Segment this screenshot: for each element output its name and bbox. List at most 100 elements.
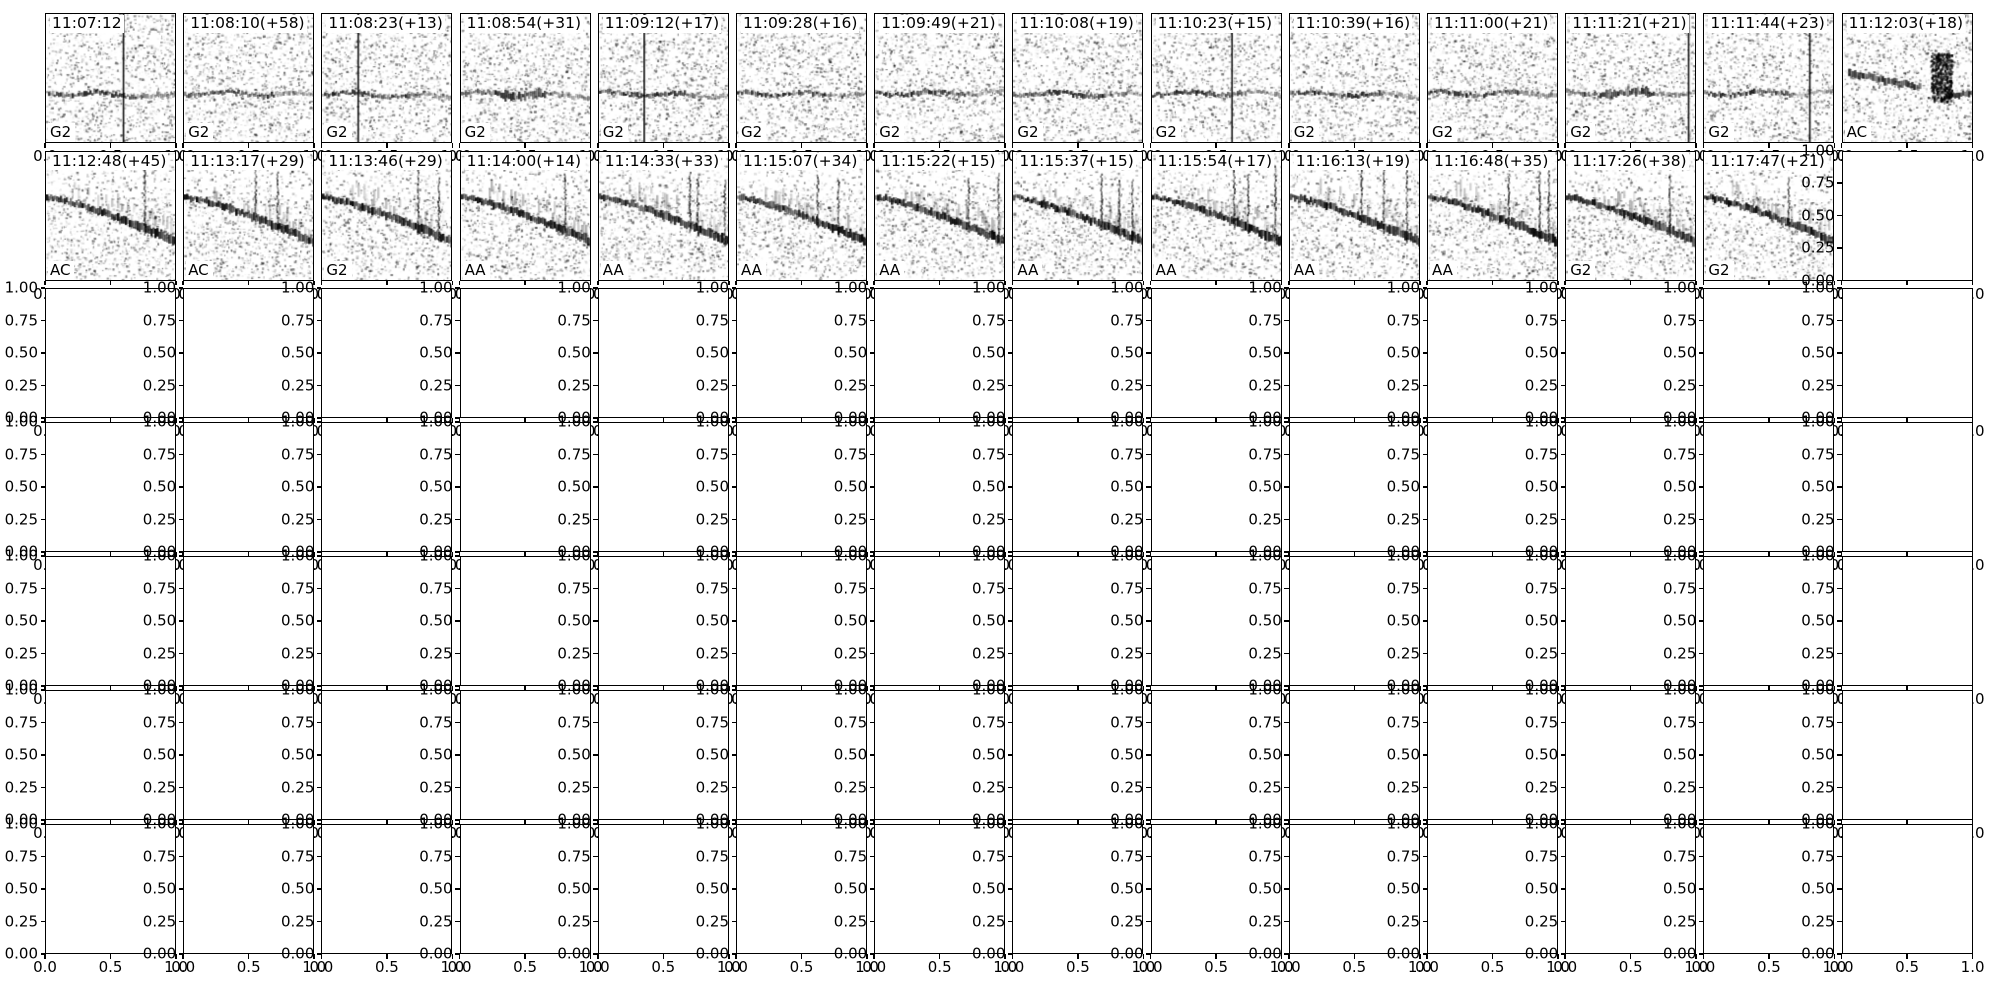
y-tick-mark	[869, 417, 875, 419]
x-tick-mark	[1142, 686, 1145, 691]
y-tick-label: 0.50	[1386, 611, 1420, 630]
y-tick-label: 0.00	[1386, 676, 1420, 695]
x-tick-mark	[1280, 954, 1283, 959]
y-tick-mark	[869, 620, 875, 622]
x-tick-mark	[589, 280, 592, 285]
y-tick-label: 0.75	[280, 713, 315, 731]
y-tick-mark	[1284, 287, 1289, 289]
y-tick-mark	[1284, 486, 1289, 488]
x-tick-mark	[1142, 954, 1145, 959]
empty-plot-panel	[597, 556, 729, 686]
spectrogram-panel: 11:16:48(+35) AA	[1427, 150, 1558, 281]
empty-plot-panel	[1703, 556, 1835, 686]
x-tick-mark	[589, 820, 592, 825]
spectrogram-image	[1704, 14, 1834, 142]
detection-time-label: 11:07:12	[50, 14, 124, 33]
empty-plot-panel	[1150, 824, 1282, 954]
x-tick-mark	[1695, 686, 1697, 691]
y-tick-label: 0.00	[695, 408, 729, 427]
x-tick-mark	[182, 143, 184, 148]
x-tick-mark	[1906, 143, 1908, 148]
y-tick-label: 1.00	[695, 412, 729, 431]
x-tick-mark	[866, 954, 868, 959]
y-tick-mark	[1007, 486, 1013, 488]
x-tick-mark	[313, 418, 315, 423]
y-tick-mark	[1422, 421, 1427, 423]
y-tick-label: 0.00	[419, 944, 453, 963]
x-tick-mark	[1419, 552, 1421, 557]
x-tick-mark	[1702, 143, 1705, 148]
x-tick-mark	[938, 552, 941, 557]
y-tick-mark	[593, 920, 598, 923]
empty-plot-panel	[1427, 556, 1558, 686]
x-tick-mark	[1840, 280, 1843, 285]
x-tick-mark	[938, 418, 941, 423]
y-tick-label: 0.50	[1386, 879, 1420, 898]
y-tick-label: 1.00	[1110, 278, 1144, 297]
x-tick-mark	[1833, 820, 1836, 825]
species-code-label: G2	[1706, 123, 1734, 142]
y-tick-mark	[316, 453, 322, 456]
y-tick-label: 0.00	[4, 408, 38, 427]
x-tick-mark	[662, 552, 665, 557]
y-tick-label: 1.00	[1662, 814, 1697, 833]
empty-plot-panel	[597, 690, 729, 820]
empty-plot-panel	[1288, 422, 1420, 552]
y-tick-label: 0.75	[833, 445, 868, 463]
y-tick-label: 0.50	[1524, 745, 1559, 764]
y-tick-label: 1.00	[1662, 278, 1697, 297]
x-tick-mark	[1564, 552, 1566, 557]
x-tick-mark	[662, 418, 665, 423]
x-tick-mark	[1426, 954, 1428, 959]
y-tick-mark	[1560, 287, 1566, 289]
y-tick-mark	[40, 620, 45, 622]
x-tick-mark	[1695, 280, 1697, 285]
y-tick-label: 0.25	[1801, 778, 1835, 796]
empty-plot-panel	[1288, 556, 1420, 686]
y-tick-label: 0.50	[1110, 343, 1144, 362]
y-tick-label: 0.25	[971, 912, 1006, 930]
x-tick-mark	[175, 954, 177, 959]
x-tick-mark	[866, 552, 868, 557]
detection-time-label: 11:16:13(+19)	[1293, 151, 1413, 171]
y-tick-mark	[1146, 555, 1151, 557]
x-tick-mark	[800, 418, 803, 423]
y-tick-label: 0.00	[971, 676, 1006, 695]
y-tick-label: 0.75	[971, 847, 1006, 865]
y-tick-label: 0.00	[557, 676, 591, 695]
spectrogram-panel: 11:12:03(+18) AC	[1841, 13, 1973, 143]
y-tick-mark	[1560, 620, 1566, 622]
y-tick-label: 1.00	[419, 546, 453, 565]
y-tick-label: 0.00	[1801, 271, 1835, 289]
y-tick-label: 0.25	[1801, 376, 1835, 394]
empty-plot-panel	[736, 288, 867, 418]
y-tick-mark	[1560, 685, 1566, 687]
spectrogram-panel: 11:08:10(+58) G2	[183, 13, 315, 143]
y-tick-mark	[316, 855, 322, 858]
x-tick-mark	[1426, 552, 1428, 557]
y-tick-label: 0.00	[1386, 408, 1420, 427]
y-tick-mark	[316, 352, 322, 354]
x-tick-label: 0.5	[98, 958, 123, 976]
spectrogram-panel: 11:15:07(+34) AA	[736, 150, 867, 281]
x-tick-mark	[1426, 418, 1428, 423]
y-tick-mark	[1007, 721, 1013, 724]
species-code-label: G2	[48, 123, 76, 142]
y-tick-label: 1.00	[280, 546, 315, 565]
y-tick-mark	[1284, 953, 1289, 955]
y-tick-label: 0.75	[1662, 445, 1697, 463]
y-tick-mark	[869, 855, 875, 858]
x-tick-mark	[1695, 143, 1697, 148]
y-tick-label: 1.00	[142, 546, 177, 565]
y-tick-label: 0.25	[833, 912, 868, 930]
y-tick-label: 0.75	[1110, 847, 1144, 865]
detection-time-label: 11:12:03(+18)	[1846, 14, 1966, 33]
x-tick-mark	[1491, 820, 1494, 825]
x-tick-mark	[451, 686, 454, 691]
y-tick-label: 0.25	[419, 644, 453, 662]
y-tick-mark	[178, 417, 184, 419]
y-tick-mark	[1146, 518, 1151, 521]
x-tick-mark	[1288, 686, 1290, 691]
y-tick-label: 0.25	[1801, 644, 1835, 662]
x-tick-mark	[320, 820, 323, 825]
